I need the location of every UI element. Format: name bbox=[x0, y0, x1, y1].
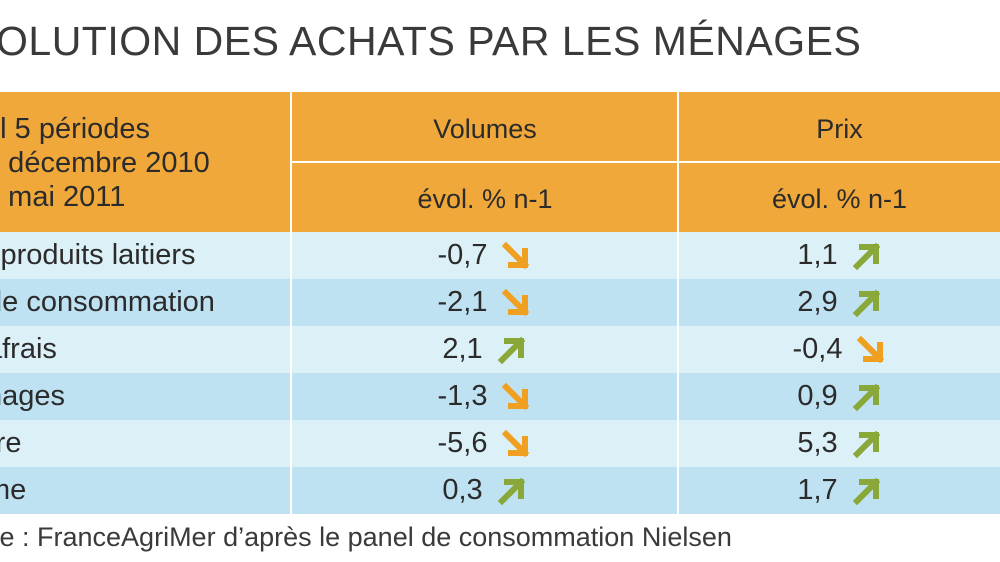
volumes-cell: -2,1 bbox=[292, 279, 677, 326]
row-label: rre bbox=[0, 427, 290, 460]
column-divider bbox=[290, 373, 292, 420]
volumes-value: -0,7 bbox=[437, 239, 488, 271]
column-divider bbox=[677, 420, 679, 467]
column-header-volumes: Volumes bbox=[433, 114, 537, 144]
prix-cell: 1,7 bbox=[679, 467, 1000, 514]
arrow-up-right-icon bbox=[497, 336, 525, 364]
prix-cell: 2,9 bbox=[679, 279, 1000, 326]
source-note: ce : FranceAgriMer d’après le panel de c… bbox=[0, 522, 732, 552]
period-line: 7 décembre 2010 bbox=[0, 147, 210, 179]
arrow-down-right-icon bbox=[502, 288, 530, 316]
column-divider bbox=[290, 420, 292, 467]
row-label: l produits laitiers bbox=[0, 239, 290, 272]
arrow-up-right-icon bbox=[852, 430, 880, 458]
column-subheader-prix: évol. % n-1 bbox=[771, 184, 908, 214]
data-table: ul 5 périodes 7 décembre 2010 5 mai 2011… bbox=[0, 92, 1000, 514]
volumes-cell: -0,7 bbox=[292, 232, 677, 279]
table-row: afrais 2,1 -0,4 bbox=[0, 326, 1000, 373]
row-label: afrais bbox=[0, 333, 290, 366]
column-divider bbox=[677, 232, 679, 279]
prix-value: 0,9 bbox=[797, 380, 838, 412]
arrow-up-right-icon bbox=[852, 477, 880, 505]
volumes-cell: -1,3 bbox=[292, 373, 677, 420]
column-header-prix: Prix bbox=[816, 114, 863, 144]
column-divider bbox=[677, 467, 679, 514]
prix-value: 2,9 bbox=[797, 286, 838, 318]
volumes-value: -2,1 bbox=[437, 286, 488, 318]
volumes-value: 2,1 bbox=[442, 333, 483, 365]
table-row: de consommation -2,1 2,9 bbox=[0, 279, 1000, 326]
row-label-text: de consommation bbox=[0, 286, 215, 318]
arrow-up-right-icon bbox=[852, 242, 880, 270]
volumes-cell: 2,1 bbox=[292, 326, 677, 373]
column-divider bbox=[677, 373, 679, 420]
prix-cell: 5,3 bbox=[679, 420, 1000, 467]
period-line: ul 5 périodes bbox=[0, 113, 151, 145]
chart-title: OLUTION DES ACHATS PAR LES MÉNAGES bbox=[0, 18, 862, 64]
volumes-cell: -5,6 bbox=[292, 420, 677, 467]
header-subdivider bbox=[292, 161, 1000, 163]
row-label-text: nages bbox=[0, 380, 66, 412]
column-divider bbox=[677, 279, 679, 326]
table-body: l produits laitiers -0,7 1,1 de consommatio… bbox=[0, 232, 1000, 514]
prix-cell: -0,4 bbox=[679, 326, 1000, 373]
prix-value: 1,1 bbox=[797, 239, 838, 271]
volumes-value: -5,6 bbox=[437, 427, 488, 459]
row-label-text: me bbox=[0, 474, 27, 506]
period-line: 5 mai 2011 bbox=[0, 181, 126, 213]
row-label-text: rre bbox=[0, 427, 22, 459]
row-label-text: l produits laitiers bbox=[0, 239, 196, 271]
column-divider bbox=[290, 326, 292, 373]
prix-value: 5,3 bbox=[797, 427, 838, 459]
arrow-up-right-icon bbox=[852, 289, 880, 317]
column-divider bbox=[677, 326, 679, 373]
arrow-up-right-icon bbox=[852, 383, 880, 411]
column-divider bbox=[290, 279, 292, 326]
arrow-down-right-icon bbox=[502, 241, 530, 269]
table-row: nages -1,3 0,9 bbox=[0, 373, 1000, 420]
arrow-up-right-icon bbox=[497, 477, 525, 505]
arrow-down-right-icon bbox=[857, 335, 885, 363]
row-label: de consommation bbox=[0, 286, 290, 319]
column-divider bbox=[290, 232, 292, 279]
row-label: nages bbox=[0, 380, 290, 413]
volumes-cell: 0,3 bbox=[292, 467, 677, 514]
prix-cell: 1,1 bbox=[679, 232, 1000, 279]
volumes-value: -1,3 bbox=[437, 380, 488, 412]
row-label-text: afrais bbox=[0, 333, 57, 365]
prix-value: -0,4 bbox=[792, 333, 843, 365]
column-subheader-volumes: évol. % n-1 bbox=[417, 184, 553, 214]
volumes-value: 0,3 bbox=[442, 474, 483, 506]
table-row: me 0,3 1,7 bbox=[0, 467, 1000, 514]
arrow-down-right-icon bbox=[502, 382, 530, 410]
column-divider bbox=[290, 467, 292, 514]
period-label: ul 5 périodes 7 décembre 2010 5 mai 2011 bbox=[0, 112, 290, 214]
table-row: l produits laitiers -0,7 1,1 bbox=[0, 232, 1000, 279]
row-label: me bbox=[0, 474, 290, 507]
arrow-down-right-icon bbox=[502, 429, 530, 457]
header-divider bbox=[290, 92, 292, 232]
table-header: ul 5 périodes 7 décembre 2010 5 mai 2011… bbox=[0, 92, 1000, 232]
prix-cell: 0,9 bbox=[679, 373, 1000, 420]
table-row: rre -5,6 5,3 bbox=[0, 420, 1000, 467]
prix-value: 1,7 bbox=[797, 474, 838, 506]
